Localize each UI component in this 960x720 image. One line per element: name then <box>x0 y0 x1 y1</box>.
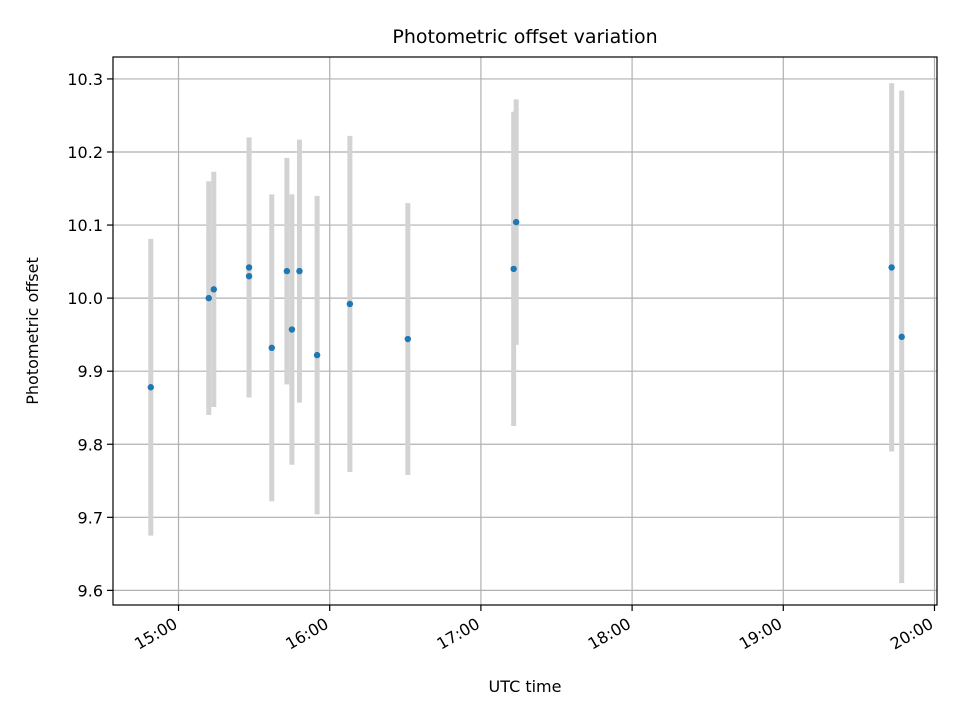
data-point <box>147 384 154 391</box>
y-tick-label: 10.2 <box>67 143 103 162</box>
data-point <box>283 267 291 275</box>
data-point <box>346 300 354 308</box>
y-tick-label: 10.0 <box>67 289 103 308</box>
data-point <box>404 335 412 343</box>
grid-lines <box>113 57 937 605</box>
y-tick-label: 9.6 <box>78 581 103 600</box>
chart-title: Photometric offset variation <box>392 26 657 48</box>
y-tick-label: 9.8 <box>78 435 103 454</box>
plot-area-background <box>113 57 937 605</box>
data-point <box>268 344 275 352</box>
x-axis-label: UTC time <box>489 677 562 696</box>
data-point <box>512 218 520 226</box>
y-tick-label: 9.7 <box>78 508 103 527</box>
data-point <box>898 333 905 341</box>
data-point <box>205 294 212 302</box>
data-point <box>210 286 217 293</box>
plot-frame <box>112 56 938 606</box>
data-point <box>288 326 296 333</box>
y-tick-label: 9.9 <box>78 362 103 381</box>
data-point <box>510 265 517 273</box>
y-tick-label: 10.1 <box>67 216 103 235</box>
data-points <box>147 218 905 391</box>
data-point <box>245 273 253 280</box>
y-tick-label: 10.3 <box>67 70 103 89</box>
data-point <box>888 264 895 271</box>
data-point <box>245 264 253 271</box>
data-point <box>313 351 321 359</box>
data-point <box>296 267 303 275</box>
y-axis-label: Photometric offset <box>23 257 42 405</box>
